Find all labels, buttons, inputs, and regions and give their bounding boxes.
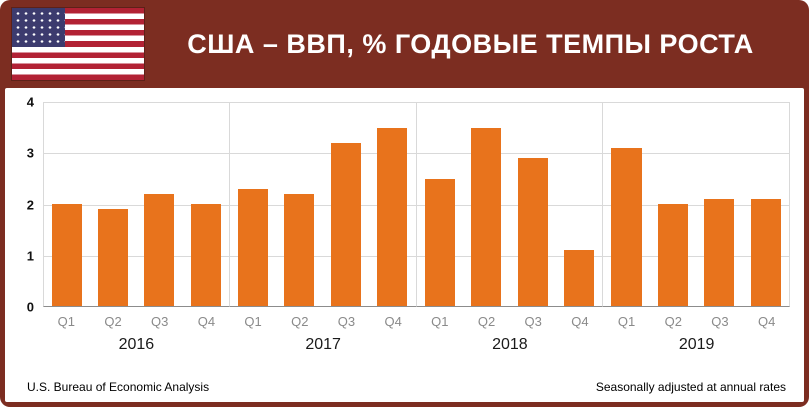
note-text: Seasonally adjusted at annual rates [595,380,786,394]
quarter-tick-label: Q4 [571,314,589,329]
bar [330,142,361,306]
bar [517,158,548,306]
quarter-tick-label: Q1 [431,314,449,329]
quarter-tick-label: Q4 [384,314,402,329]
page-title: США – ВВП, % ГОДОВЫЕ ТЕМПЫ РОСТА [187,28,754,59]
chart-footer: U.S. Bureau of Economic Analysis Seasona… [13,380,790,394]
source-text: U.S. Bureau of Economic Analysis [27,380,210,394]
bar [424,178,455,306]
quarter-tick-label: Q3 [337,314,356,329]
quarter-tick-label: Q1 [57,314,76,329]
year-tick-label: 2017 [305,336,341,353]
quarter-tick-label: Q2 [104,314,122,329]
bar [704,198,735,306]
year-group: Q1 Q2 Q3 Q4 2017 [229,102,417,354]
gridline [43,255,790,257]
quarter-tick-label: Q2 [291,314,309,329]
quarter-tick-label: Q3 [711,314,729,329]
quarter-tick-label: Q3 [151,314,169,329]
year-group: Q1 Q2 Q3 Q4 2016 [43,102,230,354]
y-tick-label: 1 [26,248,34,264]
bar [190,204,221,306]
quarter-tick-label: Q3 [524,314,542,329]
bar [657,204,688,306]
quarter-tick-label: Q4 [757,314,776,329]
gridline [43,153,790,155]
year-group: Q1 Q2 Q3 Q4 2019 [603,102,790,354]
y-axis: 0 1 2 3 4 [13,95,43,315]
y-tick-label: 0 [26,299,34,315]
bar [750,198,781,306]
bar [144,193,175,306]
gridline [43,204,790,206]
y-tick-label: 3 [26,145,34,161]
quarter-tick-label: Q1 [244,314,262,329]
bar [284,193,315,306]
y-tick-label: 4 [26,94,34,110]
plot-area: Q1 Q2 Q3 Q4 2016 Q1 Q2 Q3 Q4 2017 Q1 Q2 Q3 Q4 2018 Q1 Q2… [43,102,790,354]
year-tick-label: 2018 [492,336,528,353]
quarter-tick-label: Q2 [477,314,496,329]
bar [98,209,129,306]
year-group: Q1 Q2 Q3 Q4 2018 [416,102,604,354]
bar-groups: Q1 Q2 Q3 Q4 2016 Q1 Q2 Q3 Q4 2017 Q1 Q2 Q3 Q4 2018 Q1 Q2… [43,102,790,354]
y-tick-label: 2 [26,197,34,212]
quarter-tick-label: Q2 [664,314,682,329]
bar [471,127,502,306]
bar [377,127,408,306]
flag-canton-stars [12,8,65,47]
bar [611,147,642,306]
year-tick-label: 2016 [118,336,155,353]
plot-row: 0 1 2 3 4 Q1 Q2 Q3 Q4 2016 Q1 Q2 Q3 Q4 2017 Q1 Q2 Q3 Q4 20… [13,95,790,354]
gridlines [43,102,790,307]
quarter-tick-label: Q1 [617,314,636,329]
gridline [43,102,790,103]
year-tick-label: 2019 [678,336,715,353]
bar [52,204,83,306]
header: США – ВВП, % ГОДОВЫЕ ТЕМПЫ РОСТА [0,0,809,88]
us-flag-icon [12,8,144,80]
bar [563,249,595,306]
quarter-tick-label: Q4 [197,314,216,329]
gdp-bar-chart: 0 1 2 3 4 Q1 Q2 Q3 Q4 2016 Q1 Q2 Q3 Q4 2017 Q1 Q2 Q3 Q4 20… [5,88,804,402]
bar [237,188,269,306]
